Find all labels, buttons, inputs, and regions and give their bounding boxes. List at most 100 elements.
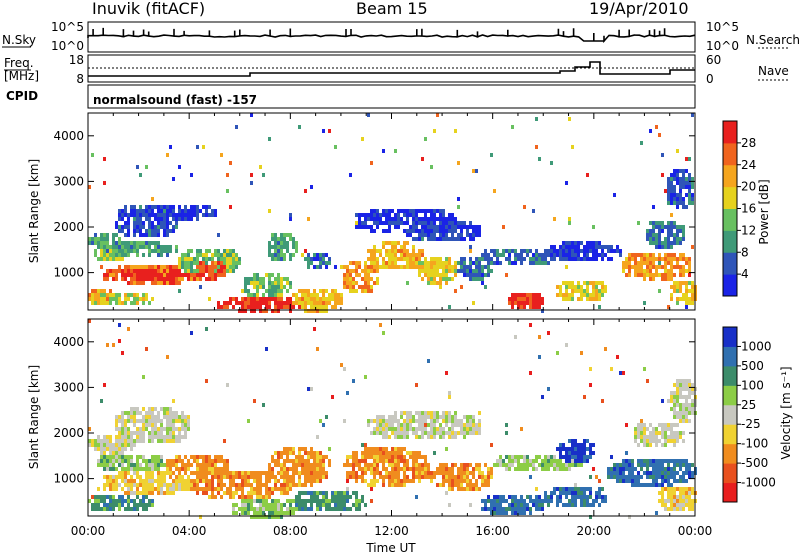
heatmap-cell xyxy=(106,507,109,511)
heatmap-cell xyxy=(538,157,541,161)
heatmap-cell xyxy=(130,447,133,451)
heatmap-cell xyxy=(130,459,133,463)
heatmap-cell xyxy=(373,253,376,257)
heatmap-cell xyxy=(667,185,670,189)
heatmap-cell xyxy=(217,249,220,253)
heatmap-cell xyxy=(208,265,211,269)
heatmap-cell xyxy=(385,459,388,463)
heatmap-cell xyxy=(370,431,373,435)
heatmap-cell xyxy=(205,257,208,261)
heatmap-cell xyxy=(676,285,679,289)
heatmap-cell xyxy=(475,269,478,273)
heatmap-cell xyxy=(451,217,454,221)
heatmap-cell xyxy=(625,265,628,269)
heatmap-cell xyxy=(193,269,196,273)
heatmap-cell xyxy=(139,455,142,459)
heatmap-cell xyxy=(283,241,286,245)
heatmap-cell xyxy=(565,463,568,467)
heatmap-cell xyxy=(118,503,121,507)
heatmap-cell xyxy=(559,467,562,471)
heatmap-cell xyxy=(529,261,532,265)
heatmap-cell xyxy=(583,455,586,459)
heatmap-cell xyxy=(145,165,148,169)
heatmap-cell xyxy=(670,503,673,507)
heatmap-cell xyxy=(223,261,226,265)
heatmap-cell xyxy=(481,265,484,269)
heatmap-cell xyxy=(511,293,514,297)
heatmap-cell xyxy=(433,273,436,277)
heatmap-cell xyxy=(457,161,460,165)
heatmap-cell xyxy=(190,205,193,209)
heatmap-cell xyxy=(526,467,529,471)
heatmap-cell xyxy=(115,221,118,225)
heatmap-cell xyxy=(226,487,229,491)
heatmap-cell xyxy=(457,197,460,201)
heatmap-cell xyxy=(118,483,121,487)
heatmap-cell xyxy=(415,261,418,265)
heatmap-cell xyxy=(634,265,637,269)
heatmap-cell xyxy=(124,269,127,273)
heatmap-cell xyxy=(178,439,181,443)
heatmap-cell xyxy=(403,431,406,435)
heatmap-cell xyxy=(475,483,478,487)
heatmap-cell xyxy=(283,253,286,257)
heatmap-cell xyxy=(256,515,259,519)
heatmap-cell xyxy=(685,467,688,471)
heatmap-cell xyxy=(142,479,145,483)
heatmap-cell xyxy=(256,495,259,499)
heatmap-cell xyxy=(163,249,166,253)
heatmap-cell xyxy=(217,483,220,487)
heatmap-cell xyxy=(550,459,553,463)
heatmap-cell xyxy=(163,491,166,495)
heatmap-cell xyxy=(334,495,337,499)
heatmap-cell xyxy=(427,217,430,221)
heatmap-cell xyxy=(91,293,94,297)
heatmap-cell xyxy=(151,277,154,281)
heatmap-cell xyxy=(664,467,667,471)
heatmap-cell xyxy=(154,467,157,471)
heatmap-cell xyxy=(487,253,490,257)
heatmap-cell xyxy=(139,245,142,249)
heatmap-cell xyxy=(670,241,673,245)
heatmap-cell xyxy=(97,447,100,451)
heatmap-cell xyxy=(568,467,571,471)
heatmap-cell xyxy=(376,455,379,459)
heatmap-cell xyxy=(331,507,334,511)
heatmap-cell xyxy=(148,419,151,423)
heatmap-cell xyxy=(406,475,409,479)
heatmap-cell xyxy=(427,471,430,475)
heatmap-cell xyxy=(160,423,163,427)
heatmap-cell xyxy=(661,241,664,245)
heatmap-cell xyxy=(646,435,649,439)
heatmap-cell xyxy=(535,117,538,121)
heatmap-cell xyxy=(439,261,442,265)
heatmap-cell xyxy=(673,285,676,289)
heatmap-cell xyxy=(112,463,115,467)
heatmap-cell xyxy=(298,459,301,463)
heatmap-cell xyxy=(178,257,181,261)
heatmap-cell xyxy=(193,261,196,265)
heatmap-cell xyxy=(448,391,451,395)
heatmap-cell xyxy=(553,491,556,495)
heatmap-cell xyxy=(157,479,160,483)
heatmap-cell xyxy=(148,415,151,419)
heatmap-cell xyxy=(442,463,445,467)
heatmap-cell xyxy=(268,475,271,479)
heatmap-cell xyxy=(403,471,406,475)
heatmap-cell xyxy=(670,399,673,403)
heatmap-cell xyxy=(352,379,355,383)
heatmap-cell xyxy=(271,471,274,475)
heatmap-cell xyxy=(322,293,325,297)
heatmap-cell xyxy=(91,301,94,305)
heatmap-cell xyxy=(565,253,568,257)
heatmap-cell xyxy=(226,189,229,193)
heatmap-cell xyxy=(406,411,409,415)
heatmap-cell xyxy=(664,471,667,475)
heatmap-cell xyxy=(421,233,424,237)
heatmap-cell xyxy=(106,439,109,443)
heatmap-cell xyxy=(649,265,652,269)
heatmap-cell xyxy=(622,467,625,471)
heatmap-cell xyxy=(541,499,544,503)
heatmap-cell xyxy=(409,423,412,427)
heatmap-cell xyxy=(115,245,118,249)
